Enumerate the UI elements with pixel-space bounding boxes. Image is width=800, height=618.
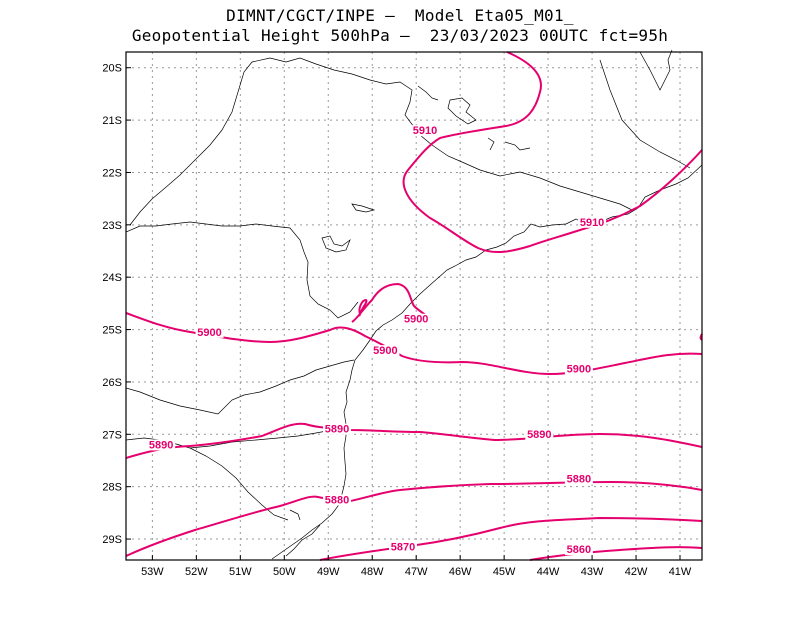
lon-tick-label: 50W <box>273 566 296 578</box>
contour-label: 5870 <box>391 542 415 554</box>
contour-label: 5900 <box>404 314 428 326</box>
axis-ticks: 53W 52W 51W 50W 49W 48W 47W 46W 45W 44W 43W 42W 41W 2… <box>102 63 692 578</box>
lat-tick-label: 22S <box>102 167 122 179</box>
state-border <box>125 359 355 415</box>
lon-tick-label: 51W <box>229 566 252 578</box>
lon-tick-label: 45W <box>493 566 516 578</box>
contour-5870 <box>319 516 703 561</box>
contour-5900 <box>351 282 431 323</box>
contour-label: 5900 <box>567 363 591 375</box>
contour-label: 5890 <box>325 424 349 436</box>
contour-5900 <box>358 298 368 317</box>
contour-label-bg <box>564 544 593 556</box>
lat-tick-label: 23S <box>102 220 122 232</box>
contour-label-bg <box>323 423 352 435</box>
contour-label-bg <box>195 326 224 338</box>
contour-label-bg <box>525 428 554 440</box>
lon-tick-label: 44W <box>537 566 560 578</box>
state-border <box>431 144 633 211</box>
country-border <box>125 221 359 319</box>
contour-label-bg <box>371 345 400 357</box>
contour-labels: 5910 5910 5900 5900 5900 5900 5890 5890 5890 5880… <box>147 125 607 556</box>
title-line-1: DIMNT/CGCT/INPE – Model Eta05_M01_ <box>226 6 574 25</box>
title-line-2: Geopotential Height 500hPa – 23/03/2023 … <box>131 26 669 45</box>
contour-label: 5860 <box>567 544 591 556</box>
lake <box>504 141 531 151</box>
lon-tick-label: 43W <box>581 566 604 578</box>
lon-tick-label: 41W <box>669 566 692 578</box>
lat-tick-label: 20S <box>102 63 122 75</box>
contour-label-bg <box>410 125 439 137</box>
lon-tick-label: 53W <box>141 566 164 578</box>
lake <box>321 235 351 253</box>
lon-tick-label: 49W <box>317 566 340 578</box>
lon-tick-label: 42W <box>625 566 648 578</box>
grid-lines <box>126 52 702 560</box>
state-border <box>189 427 345 449</box>
lon-tick-label: 48W <box>361 566 384 578</box>
state-border <box>129 57 433 226</box>
plot-frame <box>125 51 703 561</box>
lake <box>417 85 439 101</box>
lat-tick-label: 27S <box>102 429 122 441</box>
lat-tick-label: 25S <box>102 325 122 337</box>
contour-label: 5900 <box>197 327 221 339</box>
lat-tick-label: 21S <box>102 115 122 127</box>
contour-label-bg <box>323 494 352 506</box>
state-border <box>599 59 691 169</box>
lon-tick-label: 46W <box>449 566 472 578</box>
contour-label-bg <box>402 313 431 325</box>
lake <box>487 137 495 151</box>
lon-tick-label: 47W <box>405 566 428 578</box>
lake <box>447 97 477 125</box>
contour-label: 5900 <box>373 345 397 357</box>
contour-label-bg <box>564 473 593 485</box>
contour-5910 <box>402 51 703 254</box>
lon-tick-label: 52W <box>185 566 208 578</box>
lat-tick-label: 24S <box>102 272 122 284</box>
contour-label: 5910 <box>580 217 604 229</box>
contour-label: 5890 <box>527 429 551 441</box>
contour-label: 5890 <box>149 439 173 451</box>
lat-tick-label: 28S <box>102 482 122 494</box>
contour-label-bg <box>147 439 176 451</box>
contour-label-bg <box>578 216 607 228</box>
contour-5860 <box>529 546 703 561</box>
lagoon <box>285 509 321 557</box>
contour-label-bg <box>564 363 593 375</box>
contour-label-bg <box>389 541 418 553</box>
state-border <box>639 49 673 91</box>
lat-tick-label: 26S <box>102 377 122 389</box>
contour-label: 5910 <box>413 125 437 137</box>
contour-5890 <box>125 422 703 459</box>
contour-label: 5880 <box>567 473 591 485</box>
lake <box>351 203 376 213</box>
coastline-and-borders <box>125 49 703 560</box>
lat-tick-label: 29S <box>102 534 122 546</box>
contour-label: 5880 <box>325 494 349 506</box>
